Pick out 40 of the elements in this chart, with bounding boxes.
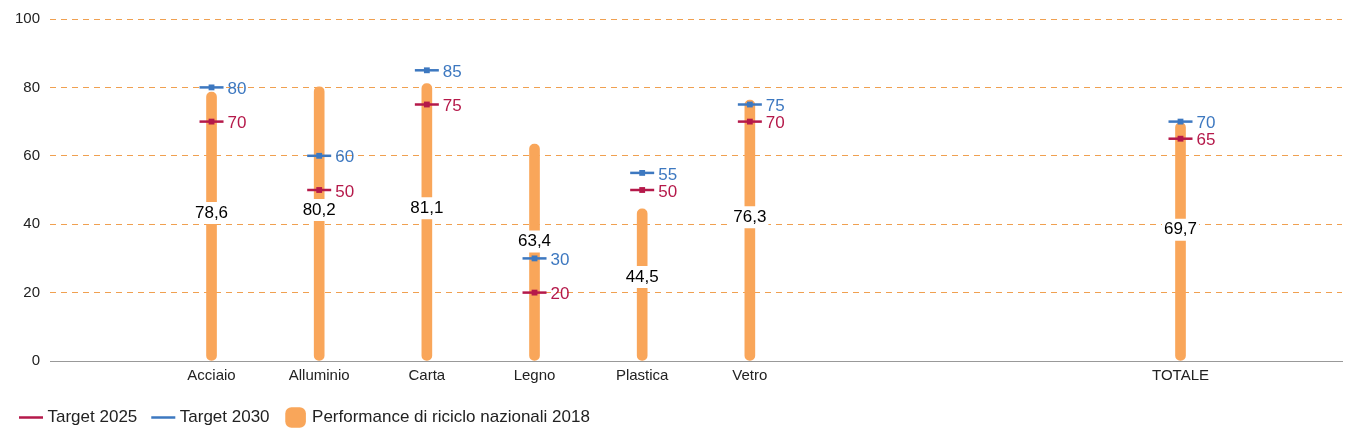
data-label: 80,2 [302, 199, 336, 219]
data-label: 55 [658, 164, 678, 184]
data-label: 50 [335, 181, 355, 201]
data-label: 65 [1196, 130, 1216, 150]
legend-label: Performance di riciclo nazionali 2018 [312, 407, 590, 427]
data-label: 30 [550, 250, 570, 270]
x-tick-label: Carta [408, 366, 446, 384]
legend-label: Target 2025 [47, 407, 138, 427]
data-label: 76,3 [733, 206, 767, 226]
legend-label: Target 2030 [179, 407, 270, 427]
x-tick-label: Vetro [732, 366, 768, 384]
y-tick-label: 60 [23, 145, 41, 163]
data-label: 70 [1196, 113, 1216, 133]
data-label: 75 [442, 96, 462, 116]
y-tick-label: 40 [23, 214, 41, 232]
x-tick-label: TOTALE [1152, 366, 1209, 384]
data-label: 85 [442, 61, 462, 81]
data-label: 63,4 [517, 231, 552, 251]
data-label: 81,1 [410, 197, 444, 217]
data-label: 44,5 [625, 266, 659, 286]
y-tick-label: 80 [23, 77, 41, 95]
point [316, 187, 323, 193]
data-label: 78,6 [194, 202, 229, 222]
y-tick-label: 20 [23, 282, 41, 300]
point [639, 187, 646, 193]
x-tick-label: Legno [513, 366, 556, 384]
x-tick-label: Acciaio [187, 366, 236, 384]
y-tick-label: 100 [15, 9, 41, 27]
data-label: 80 [227, 79, 247, 99]
data-label: 70 [227, 113, 247, 133]
data-label: 70 [765, 113, 785, 133]
point [316, 152, 323, 159]
data-label: 69,7 [1163, 219, 1198, 239]
data-label: 50 [658, 181, 678, 201]
x-tick-label: Alluminio [288, 366, 350, 384]
point [639, 169, 646, 176]
data-label: 75 [765, 96, 785, 116]
x-tick-label: Plastica [615, 366, 670, 384]
data-label: 20 [550, 284, 570, 304]
y-tick-label: 0 [31, 351, 41, 369]
